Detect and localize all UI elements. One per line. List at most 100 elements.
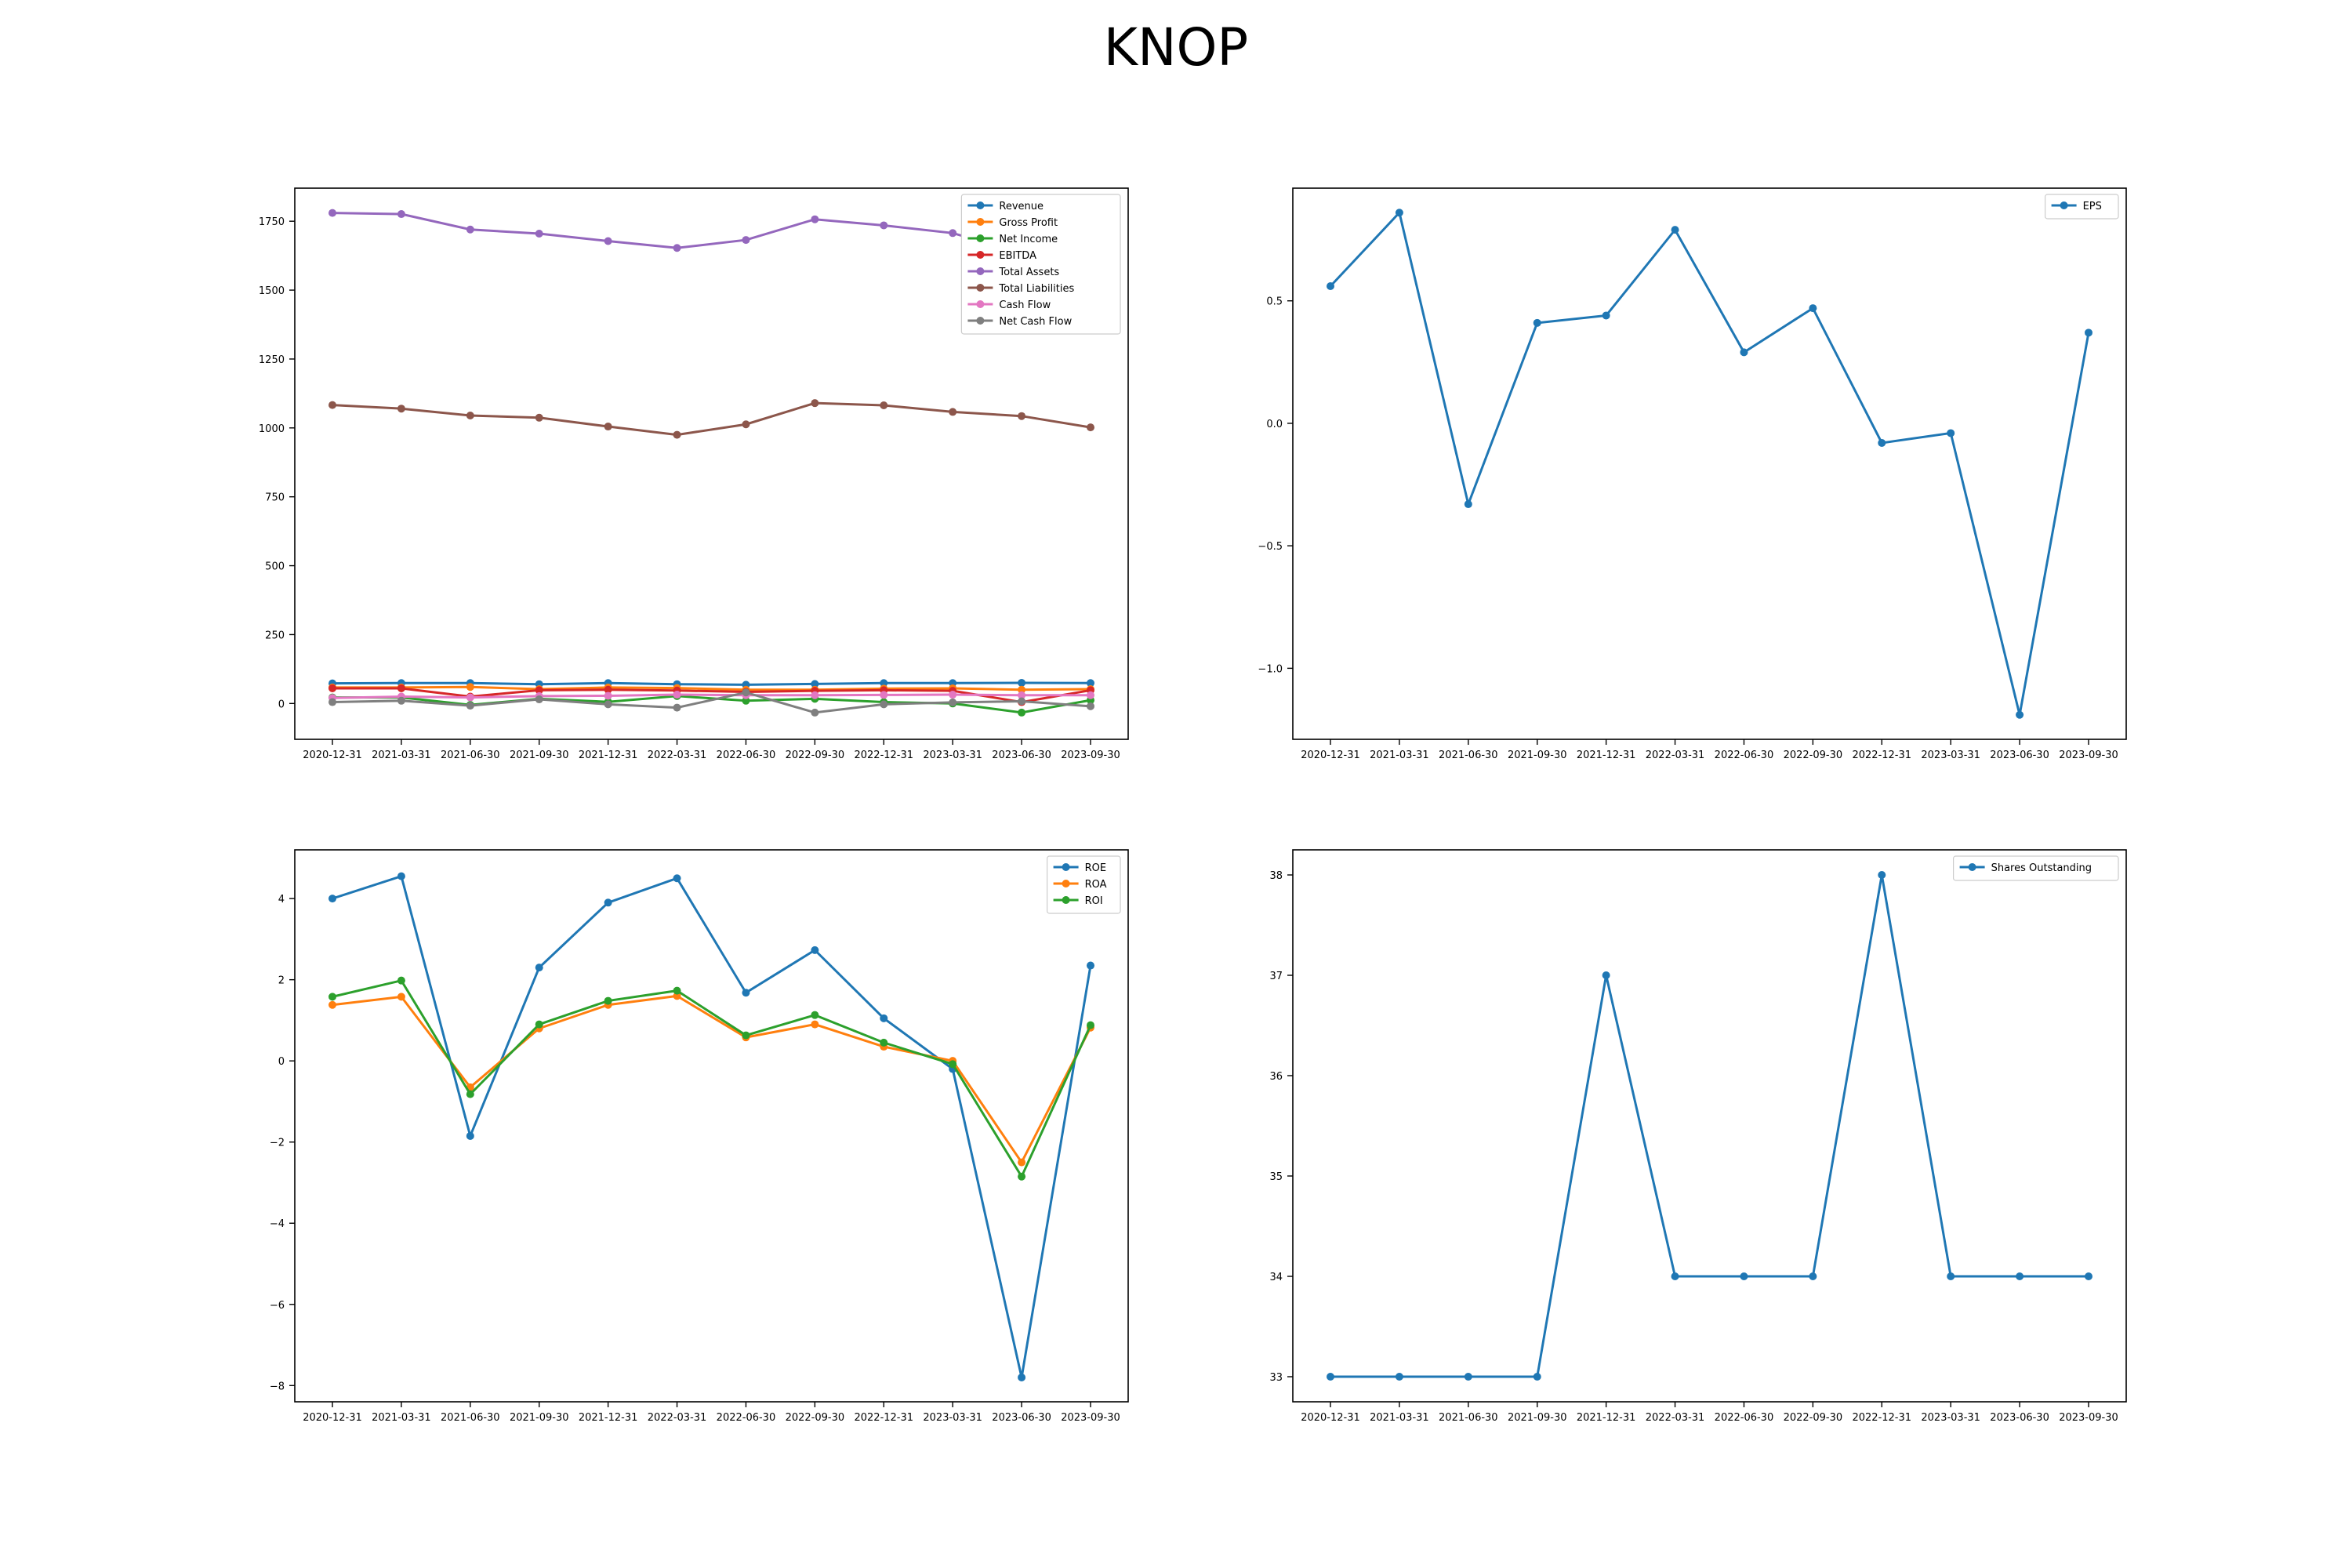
- x-tick-label: 2023-09-30: [2059, 1412, 2118, 1424]
- x-tick-label: 2022-12-31: [854, 750, 913, 761]
- data-point: [397, 872, 405, 880]
- data-point: [1087, 1021, 1094, 1029]
- data-point: [1602, 971, 1610, 979]
- data-point: [1395, 1373, 1403, 1381]
- chart-panel-shares: 2020-12-31 2021-03-31 2021-06-30 2021-09-30…: [1269, 849, 2127, 1424]
- x-tick-label: 2023-06-30: [1990, 750, 2049, 761]
- data-point: [673, 874, 681, 883]
- data-point: [949, 691, 957, 699]
- data-point: [1327, 1373, 1334, 1381]
- legend: ROE ROA ROI: [1046, 855, 1121, 914]
- data-point: [1018, 691, 1026, 699]
- x-tick-label: 2022-03-31: [1646, 750, 1705, 761]
- x-tick-label: 2020-12-31: [303, 1412, 362, 1424]
- data-point: [1087, 691, 1094, 699]
- data-point: [328, 698, 336, 706]
- data-point: [2016, 1272, 2024, 1280]
- series-line: [332, 687, 1091, 704]
- legend-label: Total Liabilities: [998, 283, 1074, 295]
- data-point: [673, 430, 681, 439]
- legend-swatch-marker: [1062, 863, 1070, 871]
- data-point: [673, 703, 681, 712]
- x-tick-label: 2022-09-30: [786, 1412, 845, 1424]
- data-point: [466, 702, 474, 710]
- series-line: [332, 978, 1092, 1179]
- x-tick-label: 2021-03-31: [1370, 750, 1429, 761]
- data-point: [742, 420, 750, 429]
- data-point: [466, 225, 474, 234]
- y-tick-label: 0: [278, 1056, 285, 1068]
- x-tick-label: 2022-06-30: [717, 750, 776, 761]
- data-point: [328, 401, 336, 409]
- x-tick-label: 2023-06-30: [1990, 1412, 2049, 1424]
- legend-swatch-marker: [1968, 863, 1976, 871]
- x-tick-label: 2023-03-31: [1921, 1412, 1980, 1424]
- data-point: [397, 684, 405, 692]
- x-tick-label: 2021-06-30: [1439, 750, 1498, 761]
- data-point: [328, 209, 336, 217]
- x-tick-label: 2021-09-30: [1508, 750, 1567, 761]
- data-point: [1087, 961, 1094, 970]
- x-tick-label: 2021-03-31: [1370, 1412, 1429, 1424]
- x-tick-label: 2022-06-30: [717, 1412, 776, 1424]
- x-tick-label: 2021-06-30: [441, 1412, 500, 1424]
- y-tick-label: −8: [270, 1381, 285, 1392]
- data-point: [742, 989, 750, 997]
- data-point: [811, 946, 819, 954]
- legend-box: [960, 194, 1121, 335]
- x-tick-label: 2023-03-31: [923, 1412, 982, 1424]
- x-tick-label: 2022-12-31: [854, 1412, 913, 1424]
- legend-swatch-marker: [976, 267, 985, 275]
- data-point: [1740, 348, 1748, 357]
- y-tick-label: 500: [265, 561, 285, 573]
- data-point: [1018, 412, 1026, 420]
- data-point: [1087, 423, 1094, 432]
- x-tick-label: 2023-09-30: [1061, 1412, 1120, 1424]
- data-point: [880, 401, 888, 409]
- data-point: [328, 1000, 336, 1009]
- series-line: [332, 685, 1091, 691]
- data-point: [1740, 1272, 1748, 1280]
- data-point: [880, 700, 888, 709]
- y-tick-label: 2: [278, 975, 285, 987]
- data-point: [535, 686, 543, 695]
- data-point: [880, 221, 888, 230]
- data-point: [1809, 304, 1817, 313]
- data-point: [1671, 1272, 1679, 1280]
- data-point: [466, 1131, 474, 1140]
- x-tick-label: 2021-12-31: [1577, 750, 1636, 761]
- x-tick-label: 2021-03-31: [372, 750, 431, 761]
- data-point: [811, 215, 819, 223]
- series-line: [332, 994, 1092, 1165]
- series-line: [332, 681, 1091, 686]
- series-line: [332, 691, 1091, 714]
- data-point: [328, 993, 336, 1001]
- data-point: [811, 1011, 819, 1019]
- data-point: [1395, 209, 1403, 217]
- plot-frame: [1292, 187, 2127, 740]
- data-point: [742, 696, 750, 705]
- x-tick-label: 2021-12-31: [579, 750, 638, 761]
- y-tick-label: 0.0: [1266, 419, 1283, 430]
- data-point: [811, 708, 819, 717]
- data-point: [466, 411, 474, 419]
- x-tick-label: 2020-12-31: [1301, 1412, 1360, 1424]
- y-tick-label: 35: [1269, 1171, 1283, 1183]
- data-point: [811, 691, 819, 699]
- data-point: [397, 405, 405, 413]
- x-tick-label: 2023-03-31: [923, 750, 982, 761]
- y-tick-label: −2: [270, 1138, 285, 1149]
- data-point: [949, 698, 957, 706]
- data-point: [673, 986, 681, 995]
- data-point: [1878, 871, 1886, 879]
- data-point: [604, 685, 612, 694]
- data-point: [1018, 1172, 1026, 1181]
- series-roa: [328, 992, 1094, 1167]
- figure-title: KNOP: [1103, 17, 1249, 78]
- data-point: [1087, 702, 1094, 710]
- data-point: [880, 1014, 888, 1022]
- x-tick-label: 2022-03-31: [648, 1412, 707, 1424]
- series-shares-outstanding: [1327, 871, 2092, 1381]
- data-point: [397, 696, 405, 705]
- x-tick-label: 2021-09-30: [1508, 1412, 1567, 1424]
